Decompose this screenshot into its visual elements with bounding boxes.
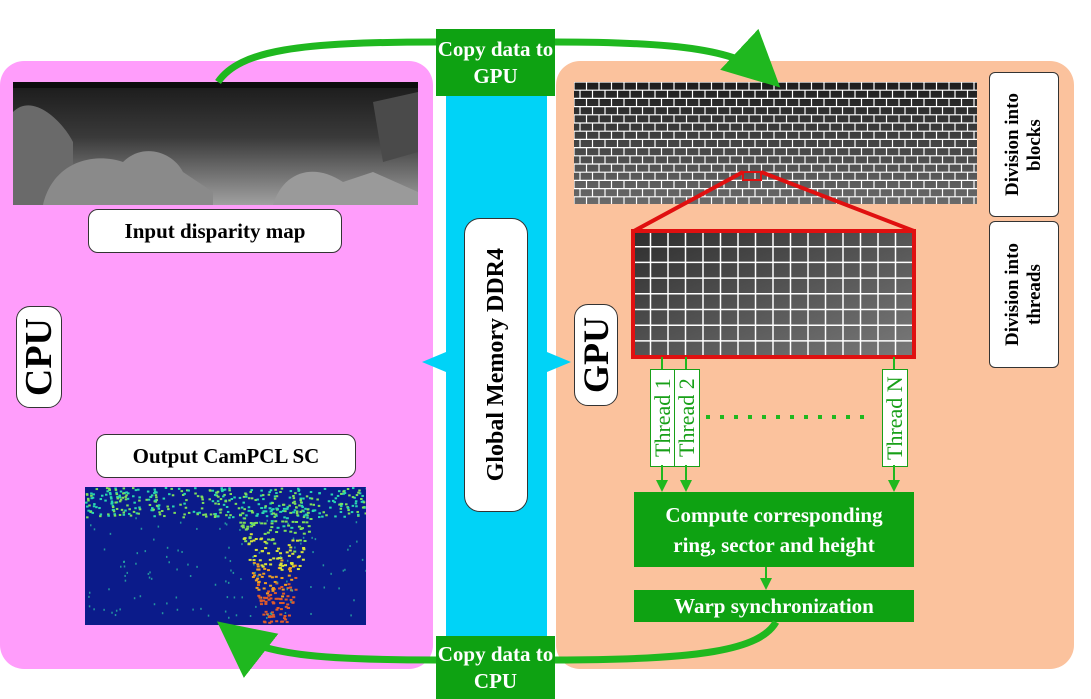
zoom-line-right [760,170,915,233]
copy-to-gpu-text: Copy data to GPU [437,36,554,88]
output-campcl-image [85,487,366,625]
division-blocks-label: Division into blocks [989,72,1059,217]
division-blocks-image [574,82,977,204]
division-threads-label: Division into threads [989,221,1059,368]
division-threads-image [633,231,914,357]
copy-to-cpu-box: Copy data to CPU [436,636,555,699]
copy-to-cpu-text: Copy data to CPU [437,641,554,693]
memory-right-arrow-tip [547,352,571,372]
copy-to-cpu-arrow-right [554,620,780,664]
input-disparity-map-image [13,82,418,205]
copy-to-cpu-arrow-left [216,621,437,678]
output-caption-text: Output CamPCL SC [132,443,320,468]
copy-to-gpu-arrow-right [554,28,781,88]
copy-to-gpu-arrow-left [215,38,437,85]
warp-sync-box: Warp synchronization [634,590,914,622]
zoom-line-left [633,170,744,233]
input-caption: Input disparity map [88,209,342,253]
compute-text: Compute corresponding ring, sector and h… [665,502,883,557]
copy-to-gpu-box: Copy data to GPU [436,29,555,96]
gpu-label: GPU [574,304,618,406]
cpu-label: CPU [16,306,62,408]
memory-label: Global Memory DDR4 [464,218,528,512]
compute-box: Compute corresponding ring, sector and h… [634,492,914,567]
zoom-source-rect [742,171,762,181]
output-caption: Output CamPCL SC [96,434,356,478]
zoom-target-rect [631,229,916,359]
warp-sync-text: Warp synchronization [674,593,874,618]
input-caption-text: Input disparity map [124,218,306,243]
memory-left-arrow-tip [422,352,446,372]
